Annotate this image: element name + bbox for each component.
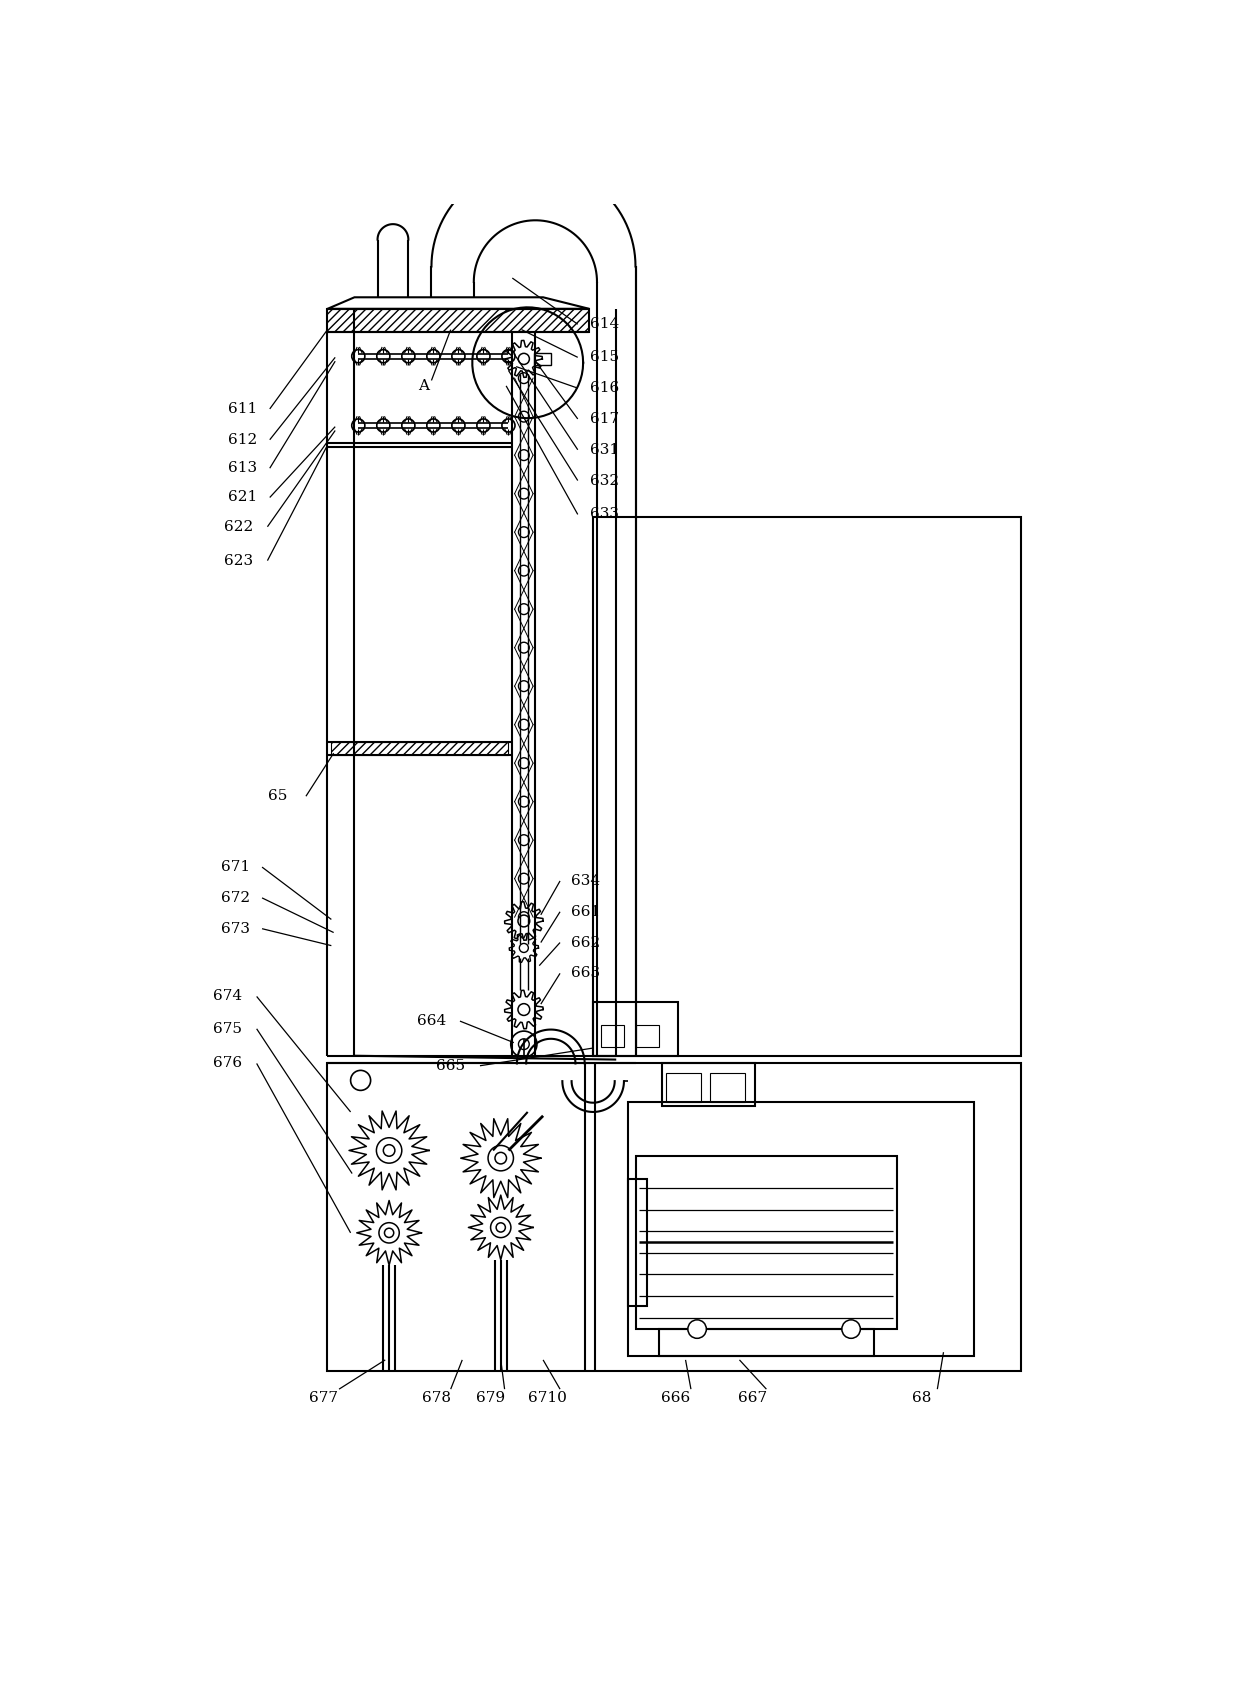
Circle shape [451,418,465,432]
Circle shape [477,418,490,432]
Circle shape [518,1004,529,1015]
Text: 623: 623 [224,553,253,568]
Circle shape [842,1320,861,1339]
Circle shape [384,1228,394,1237]
Circle shape [402,350,415,362]
Circle shape [451,350,465,362]
Bar [627,1102,975,1356]
Circle shape [518,373,529,383]
Circle shape [518,915,529,927]
Circle shape [427,418,440,432]
Text: 674: 674 [213,990,242,1004]
Text: 617: 617 [590,412,619,425]
Circle shape [518,1039,529,1050]
Text: 615: 615 [590,350,619,364]
Circle shape [518,449,529,461]
Text: 678: 678 [423,1391,451,1405]
Circle shape [495,1152,506,1163]
Circle shape [383,1145,394,1157]
Text: 663: 663 [570,966,600,980]
Text: 616: 616 [590,381,619,395]
Bar [662,1063,755,1106]
Text: 664: 664 [417,1014,446,1027]
Bar [658,1328,874,1356]
Bar [593,1002,678,1056]
Circle shape [518,354,529,364]
Circle shape [352,418,365,432]
Bar [711,1073,745,1102]
Circle shape [518,720,529,730]
Text: 662: 662 [570,936,600,949]
Circle shape [518,412,529,422]
Text: 611: 611 [228,401,258,417]
Text: 614: 614 [590,318,619,332]
Circle shape [520,944,528,953]
Bar [534,352,551,366]
Bar [635,1026,658,1046]
Circle shape [502,350,515,362]
Circle shape [518,796,529,806]
Circle shape [377,1138,402,1163]
Circle shape [518,488,529,498]
Circle shape [518,757,529,769]
Text: 667: 667 [738,1391,768,1405]
Circle shape [518,835,529,845]
Circle shape [489,1145,513,1170]
Circle shape [518,527,529,538]
Bar [327,310,589,332]
Circle shape [377,350,389,362]
Text: 672: 672 [221,891,249,905]
Text: 65: 65 [268,789,288,803]
Bar [635,1157,898,1328]
Circle shape [511,1031,537,1058]
Text: 671: 671 [221,861,249,874]
Text: 679: 679 [476,1391,506,1405]
Text: 661: 661 [570,905,600,919]
Text: 673: 673 [221,922,249,936]
Circle shape [518,565,529,577]
Bar [666,1073,701,1102]
Text: 632: 632 [590,473,619,488]
Bar [593,517,1021,1056]
Text: 666: 666 [661,1391,691,1405]
Circle shape [502,418,515,432]
Text: 622: 622 [224,521,253,534]
Bar [331,742,508,755]
Circle shape [518,680,529,692]
Circle shape [518,873,529,885]
Circle shape [379,1223,399,1243]
Bar [627,1179,647,1306]
Circle shape [477,350,490,362]
Circle shape [491,1218,511,1238]
Circle shape [377,418,389,432]
Circle shape [427,350,440,362]
Circle shape [352,350,365,362]
Text: 68: 68 [913,1391,931,1405]
Circle shape [518,643,529,653]
Text: 613: 613 [228,461,258,475]
Text: 676: 676 [213,1056,242,1070]
Text: 675: 675 [213,1022,242,1036]
Text: 677: 677 [309,1391,339,1405]
Circle shape [402,418,415,432]
Circle shape [518,912,529,922]
Text: 634: 634 [570,874,600,888]
Circle shape [688,1320,707,1339]
Text: 612: 612 [228,432,258,447]
Circle shape [351,1070,371,1090]
Bar [601,1026,624,1046]
Text: 665: 665 [436,1058,465,1073]
Text: 631: 631 [590,442,619,458]
Text: 621: 621 [228,490,258,505]
Text: 6710: 6710 [527,1391,567,1405]
Text: 633: 633 [590,507,619,522]
Bar [327,1063,1021,1371]
Circle shape [518,604,529,614]
Text: A: A [418,379,429,393]
Circle shape [496,1223,506,1232]
